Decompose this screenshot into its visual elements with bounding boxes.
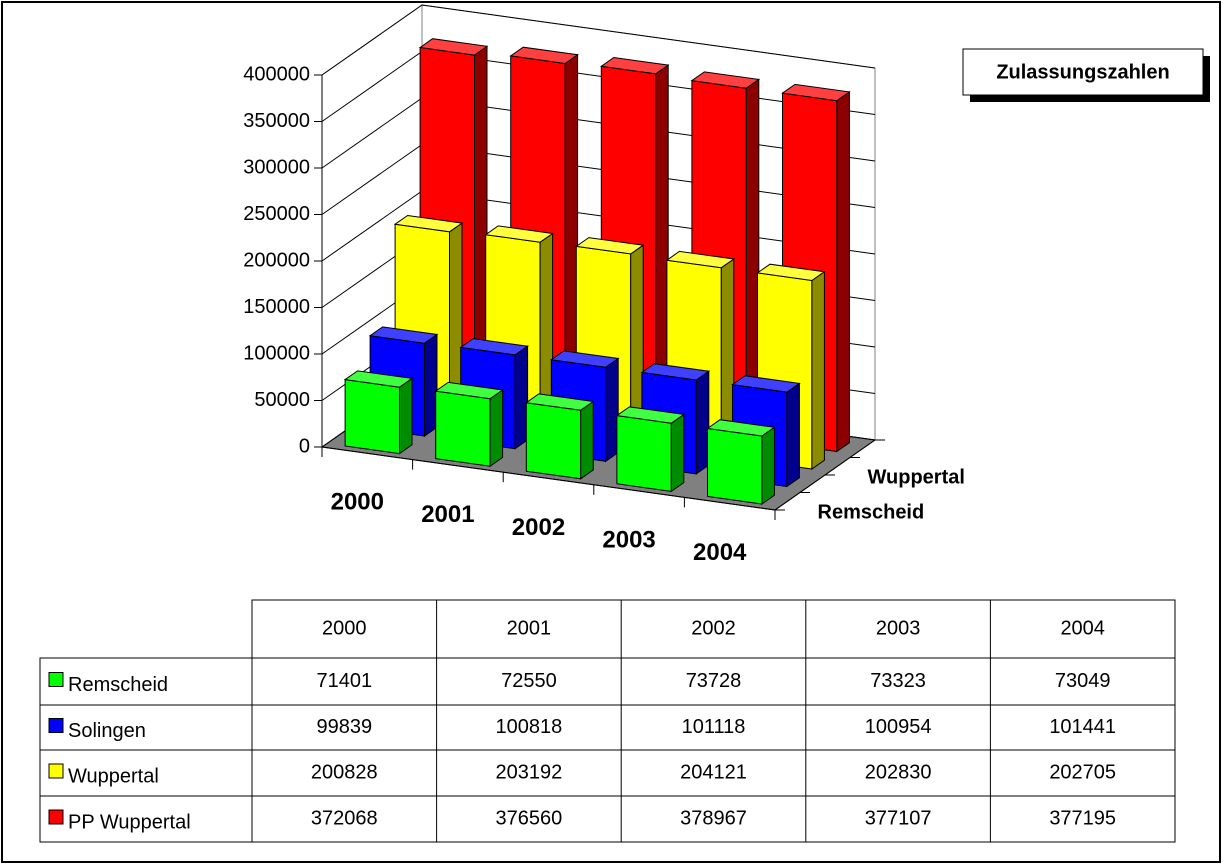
plot-area: 0 50000 100000 150000 200000 250000 300000 3500… — [243, 4, 965, 566]
y-tick-label: 0 — [299, 435, 310, 457]
y-tick-label: 50000 — [254, 389, 310, 411]
y-tick-label: 350000 — [243, 110, 310, 132]
table-cell: 100954 — [865, 716, 932, 738]
legend-label: Remscheid — [68, 674, 168, 696]
bar-top — [599, 56, 670, 75]
bar-top — [524, 393, 595, 411]
bar-side — [424, 333, 438, 438]
table-cell: 72550 — [501, 670, 557, 692]
bar-front — [707, 427, 763, 505]
bar-top — [509, 46, 579, 65]
bar-top — [368, 326, 439, 344]
bar-side — [514, 345, 529, 450]
table-cell: 99839 — [316, 716, 372, 738]
bar-top — [731, 375, 801, 393]
table-header: 2001 — [507, 617, 552, 639]
table-cell: 73728 — [686, 670, 742, 692]
y-tick-label: 250000 — [243, 203, 310, 225]
bar-top — [459, 338, 529, 356]
table-cell: 378967 — [680, 807, 747, 829]
bar-side — [605, 357, 619, 463]
bar-top — [343, 370, 414, 388]
bar-top — [665, 250, 736, 269]
x-tick-label: 2001 — [421, 501, 474, 528]
table-cell: 204121 — [680, 761, 747, 783]
bar-top — [756, 263, 826, 282]
title-box — [962, 48, 1204, 96]
table-cell: 377107 — [865, 807, 932, 829]
table-cell: 372068 — [311, 807, 378, 829]
bar-top — [781, 83, 851, 102]
bar-front — [344, 379, 400, 455]
legend-swatch — [48, 763, 64, 779]
legend-swatch — [48, 809, 64, 825]
x-tick-label: 2000 — [331, 489, 384, 516]
table-cell: 202705 — [1049, 761, 1116, 783]
bar-top — [706, 419, 776, 437]
legend-label: Wuppertal — [68, 765, 159, 787]
bar-side — [786, 382, 800, 488]
bar-top — [690, 71, 761, 89]
bar-front — [435, 390, 491, 467]
table-header: 2000 — [322, 617, 367, 639]
table-cell: 100818 — [496, 716, 563, 738]
x-tick-label: 2003 — [602, 526, 655, 553]
table-cell: 202830 — [865, 761, 932, 783]
bar-top — [484, 225, 554, 243]
bar-top — [615, 406, 686, 424]
y-tick-label: 300000 — [243, 156, 310, 178]
bar-top — [434, 381, 504, 400]
bar-side — [399, 377, 413, 455]
table-cell: 200828 — [311, 761, 378, 783]
data-table: 2000 2001 2002 2003 2004 Remscheid 71401 72550 7… — [39, 599, 1176, 843]
bar-side — [670, 413, 685, 493]
table-cell: 203192 — [496, 761, 563, 783]
table-cell: 376560 — [496, 807, 563, 829]
y-tick-label: 400000 — [243, 63, 310, 85]
bar-top — [393, 214, 464, 233]
table-cell: 101441 — [1049, 716, 1116, 738]
depth-label: Remscheid — [818, 502, 925, 524]
table-header: 2002 — [691, 617, 736, 639]
bar-side — [489, 389, 504, 468]
table-cell: 73323 — [870, 670, 926, 692]
bar-side — [761, 426, 775, 505]
bar-side — [811, 270, 825, 470]
bar-side — [580, 400, 594, 480]
table-cell: 377195 — [1049, 807, 1116, 829]
bar-top — [549, 350, 620, 368]
depth-label: Wuppertal — [868, 467, 965, 489]
y-tick-label: 200000 — [243, 249, 310, 271]
table-cell: 101118 — [682, 716, 746, 738]
bar-front — [525, 402, 582, 480]
bar-side — [695, 370, 710, 475]
table-header: 2003 — [876, 617, 921, 639]
y-tick-label: 150000 — [243, 296, 310, 318]
bar-front — [616, 415, 672, 492]
bar-side — [836, 90, 850, 453]
legend-swatch — [48, 672, 64, 687]
chart-title: Zulassungszahlen — [996, 61, 1169, 83]
x-tick-label: 2004 — [693, 539, 747, 566]
x-tick-label: 2002 — [512, 514, 565, 541]
legend-label: PP Wuppertal — [68, 811, 191, 833]
bar-top — [418, 38, 489, 56]
legend-label: Solingen — [68, 720, 146, 742]
table-header: 2004 — [1060, 617, 1105, 639]
legend-swatch — [48, 718, 64, 733]
grid-line — [321, 4, 876, 76]
table-cell: 71401 — [316, 670, 372, 692]
x-axis — [321, 446, 776, 511]
table-cell: 73049 — [1055, 670, 1111, 692]
y-tick-label: 100000 — [243, 342, 310, 364]
bar-top — [574, 237, 645, 255]
bar-top — [640, 363, 711, 381]
